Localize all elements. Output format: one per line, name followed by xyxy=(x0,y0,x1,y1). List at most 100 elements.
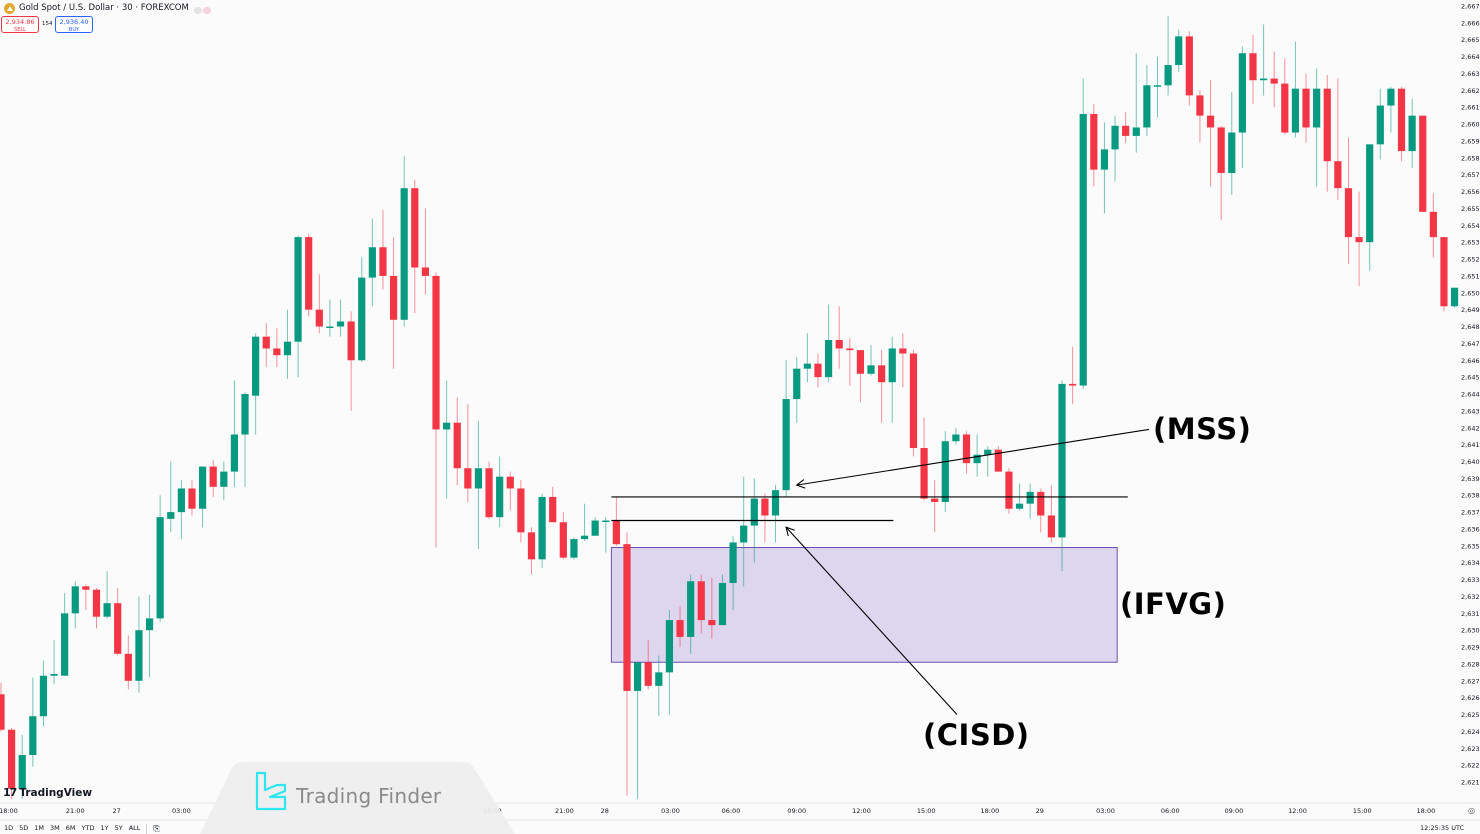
time-axis[interactable]: 18:00 21:00 27 03:00 18:00 21:00 28 03:00 06:00 0… xyxy=(0,807,1435,815)
arrowhead-icon xyxy=(785,526,795,537)
candle-body xyxy=(634,662,642,691)
range-5y[interactable]: 5Y xyxy=(114,824,123,832)
candle xyxy=(1185,31,1193,106)
candle xyxy=(1366,144,1374,271)
candle xyxy=(474,421,483,550)
candle xyxy=(50,640,58,685)
candle xyxy=(1249,34,1257,104)
range-ytd[interactable]: YTD xyxy=(81,824,95,832)
ifvg-zone[interactable] xyxy=(610,547,1118,663)
candle xyxy=(114,588,122,656)
price-axis[interactable]: 2,667.0 2,666.0 2,665.0 2,664.0 2,663.0 2,662… xyxy=(1461,3,1480,787)
range-3m[interactable]: 3M xyxy=(50,824,60,832)
price-tick-label: 2,638.0 xyxy=(1461,492,1480,500)
candle-body xyxy=(135,630,143,681)
candle-body xyxy=(1100,149,1109,170)
candle-body xyxy=(1090,113,1098,170)
price-tick-label: 2,627.0 xyxy=(1461,677,1480,685)
candle xyxy=(1079,78,1087,389)
candle-body xyxy=(71,586,79,614)
time-tick-label: 06:00 xyxy=(1161,807,1180,815)
candle xyxy=(198,466,207,528)
price-tick-label: 2,652.0 xyxy=(1461,256,1480,264)
collapse-toggle[interactable] xyxy=(193,0,211,18)
candle-body xyxy=(1122,125,1130,136)
candle xyxy=(1334,78,1342,201)
candle-body xyxy=(835,340,843,349)
candle xyxy=(283,309,292,379)
candle-body xyxy=(1026,491,1034,504)
candle xyxy=(740,476,748,587)
sell-price: 2,934.86 xyxy=(5,18,35,26)
candle xyxy=(761,493,769,543)
candle xyxy=(1302,73,1310,143)
candle-body xyxy=(687,581,695,637)
candle xyxy=(1206,80,1215,187)
utc-clock[interactable]: 12:25:35 UTC xyxy=(1420,824,1465,832)
candle-body xyxy=(432,275,440,430)
candle-body xyxy=(1440,237,1448,307)
candle-body xyxy=(188,488,196,509)
symbol-header[interactable]: Gold Spot / U.S. Dollar · 30 · FOREXCOM xyxy=(4,1,211,15)
time-tick-label: 18:00 xyxy=(0,807,18,815)
candle-body xyxy=(1079,113,1087,386)
calendar-goto-icon[interactable]: ⎘ xyxy=(153,824,160,833)
candle xyxy=(496,456,504,528)
candle-body xyxy=(167,512,175,519)
mss-arrow[interactable] xyxy=(795,428,1150,489)
candle xyxy=(1238,46,1246,168)
candle xyxy=(18,734,26,799)
time-tick-label: 15:00 xyxy=(917,807,936,815)
range-1d[interactable]: 1D xyxy=(4,824,14,832)
candle xyxy=(824,304,833,383)
candle xyxy=(294,235,302,378)
candle-body xyxy=(676,620,684,637)
candle xyxy=(82,584,90,610)
time-tick-label: 21:00 xyxy=(66,807,85,815)
candle xyxy=(941,431,949,513)
candle-body xyxy=(347,321,355,361)
candle xyxy=(432,272,440,548)
candle-body xyxy=(761,498,769,516)
cisd-label: (CISD) xyxy=(923,718,1030,752)
candle-body xyxy=(220,471,228,487)
candle xyxy=(252,333,260,435)
candle-body xyxy=(570,539,578,558)
candle-body xyxy=(1058,383,1066,538)
range-all[interactable]: ALL xyxy=(128,824,141,832)
ifvg-label: (IFVG) xyxy=(1120,587,1227,621)
cisd-arrow[interactable] xyxy=(785,526,958,715)
tradingview-logo[interactable]: 𝟭𝟳 TradingView xyxy=(3,786,92,799)
candle-body xyxy=(485,468,493,518)
candle-body xyxy=(952,434,960,442)
candle-body xyxy=(899,348,907,354)
candle xyxy=(1111,115,1119,182)
candle-body xyxy=(750,498,758,526)
candle-body xyxy=(1132,127,1140,136)
candle xyxy=(665,609,674,715)
candle xyxy=(793,356,801,423)
candle-body xyxy=(612,520,620,545)
price-tick-label: 2,650.0 xyxy=(1461,289,1480,297)
candle-body xyxy=(1291,88,1300,133)
range-6m[interactable]: 6M xyxy=(65,824,76,832)
range-1m[interactable]: 1M xyxy=(34,824,45,832)
symbol-title[interactable]: Gold Spot / U.S. Dollar · 30 · FOREXCOM xyxy=(19,3,189,13)
price-tick-label: 2,641.0 xyxy=(1461,441,1480,449)
candle xyxy=(708,577,716,639)
candle xyxy=(1376,88,1384,160)
candle-body xyxy=(198,466,207,509)
candle xyxy=(61,593,69,676)
candle-body xyxy=(1259,78,1268,81)
price-tick-label: 2,633.0 xyxy=(1461,576,1480,584)
time-tick-label: 29 xyxy=(1036,807,1044,815)
range-1y[interactable]: 1Y xyxy=(100,824,109,832)
candle xyxy=(952,427,960,445)
buy-label: BUY xyxy=(68,27,80,33)
sell-button[interactable]: 2,934.86 SELL xyxy=(1,16,39,33)
buy-button[interactable]: 2,936.40 BUY xyxy=(55,16,93,33)
axis-settings-icon[interactable]: ◎ xyxy=(1468,806,1475,815)
range-5d[interactable]: 5D xyxy=(19,824,29,832)
price-tick-label: 2,648.0 xyxy=(1461,323,1480,331)
